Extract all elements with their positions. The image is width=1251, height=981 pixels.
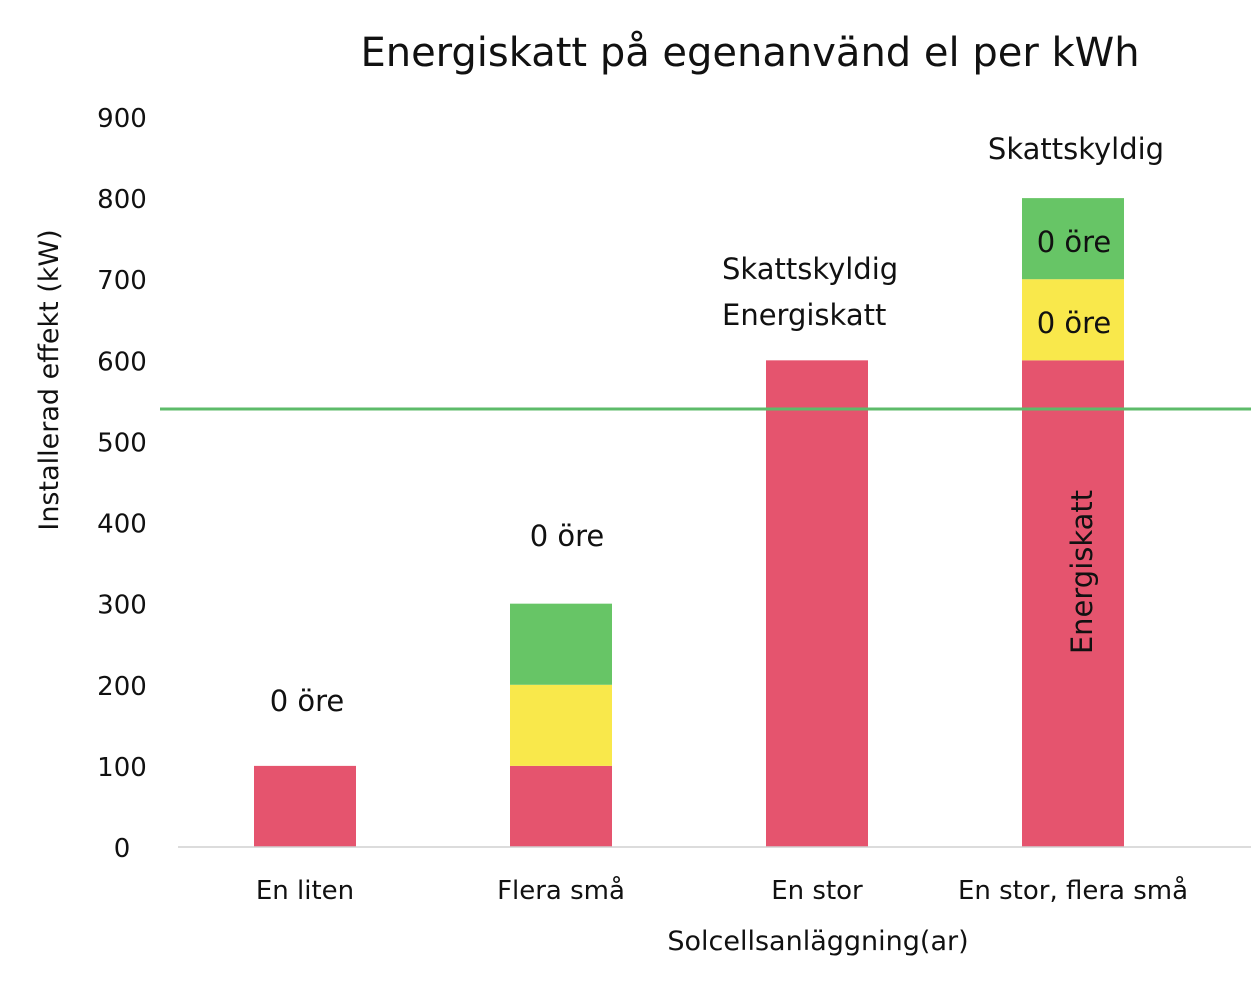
bar-segment	[510, 684, 612, 766]
bar-segment	[1022, 198, 1124, 280]
y-tick-label: 0	[114, 834, 131, 864]
x-tick-label: En liten	[256, 876, 354, 906]
x-tick-label: En stor, flera små	[958, 875, 1188, 906]
bar-segment	[1022, 279, 1124, 361]
bar-segment	[766, 360, 868, 847]
annotation-flera-sma: 0 öre	[530, 519, 605, 553]
bar-segment	[510, 603, 612, 685]
y-tick-label: 800	[97, 185, 147, 215]
annotation-en-stor-1: Skattskyldig	[722, 252, 898, 286]
y-tick-label: 900	[97, 104, 147, 134]
annotation-en-liten: 0 öre	[270, 684, 345, 718]
annotation-combo-red: Energiskatt	[1065, 490, 1099, 654]
y-tick-label: 300	[97, 591, 147, 621]
y-tick-label: 500	[97, 428, 147, 458]
chart-title: Energiskatt på egenanvänd el per kWh	[360, 30, 1139, 76]
annotation-combo-green: 0 öre	[1037, 225, 1112, 259]
bar-segment	[254, 765, 356, 847]
y-tick-label: 100	[97, 753, 147, 783]
annotation-combo-yellow: 0 öre	[1037, 306, 1112, 340]
annotation-en-stor-2: Energiskatt	[722, 298, 886, 332]
y-axis-label: Installerad effekt (kW)	[34, 229, 65, 530]
y-tick-label: 200	[97, 672, 147, 702]
y-tick-label: 600	[97, 347, 147, 377]
x-tick-label: Flera små	[497, 875, 625, 906]
x-axis-label: Solcellsanläggning(ar)	[667, 926, 968, 957]
bar-segment	[510, 765, 612, 847]
y-tick-label: 400	[97, 510, 147, 540]
y-tick-label: 700	[97, 266, 147, 296]
bar-segment	[1022, 360, 1124, 847]
annotation-combo-above: Skattskyldig	[988, 132, 1164, 166]
x-tick-label: En stor	[771, 876, 863, 906]
